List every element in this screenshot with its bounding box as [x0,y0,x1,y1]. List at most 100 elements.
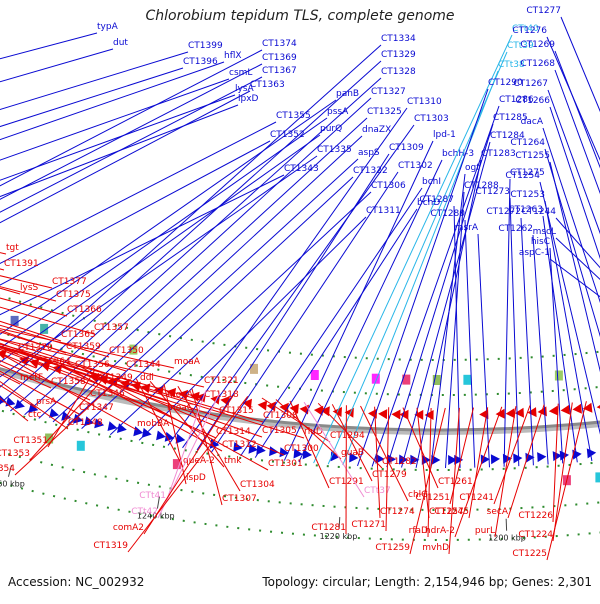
gene-label: CT1366 [67,305,102,315]
gene-leader-line [450,408,474,504]
forward-gene-arrow [117,423,127,433]
ruler-label: 1260 kbp [0,479,25,488]
reverse-gene-arrow [549,406,558,416]
forward-gene-arrow [15,400,25,410]
gene-label: CT1268 [520,59,555,69]
reverse-gene-arrow [300,405,309,415]
gene-label: CT1271 [351,520,386,530]
gene-label: CT1264 [510,138,545,148]
gene-label: CT1325 [367,107,402,117]
gene-label: ctc [28,410,41,420]
gene-leader-line [548,90,600,451]
forward-gene-arrow [5,397,15,407]
gene-label: CT1365 [61,330,96,340]
gene-leader-line [0,190,52,289]
gene-leader-line [0,152,6,254]
gene-label: CT1363 [250,80,285,90]
gene-label: moaA [174,357,201,367]
gene-label: CT1369 [262,53,297,63]
feature-block [555,371,563,381]
gene-label: CTt41 [139,491,166,501]
gene-label: CT1287 [419,195,454,205]
gene-label: CT1280 [430,209,465,219]
gene-leader-line [0,68,183,249]
gene-label: comA2 [113,523,144,533]
gene-label: CT1354 [0,464,15,474]
feature-block [463,375,471,385]
gene-label: CT1303 [414,114,449,124]
gene-label: CT1251 [415,493,450,503]
gene-label: CT1241 [459,493,494,503]
gene-label: CT1281 [311,523,346,533]
reverse-gene-arrow [561,405,570,415]
gene-leader-line [547,37,600,444]
gene-label: dacA [521,117,544,127]
gene-label: CT1319 [93,541,128,551]
gene-label: CT1254 [505,171,540,181]
gene-label: tmk [224,456,242,466]
gene-label: CT1353 [0,449,30,459]
gene-label: CT1327 [371,87,406,97]
gene-label: dut [113,38,128,48]
gene-label: CT1374 [262,39,297,49]
gene-label: CTt42 [131,507,158,517]
gene-label: CT1301 [268,459,303,469]
gene-label: CT1225 [512,549,547,559]
gene-label: CT1273 [475,187,510,197]
gene-leader-line [550,259,600,433]
gene-label: aspS [358,148,380,158]
gene-label: CT1367 [262,66,297,76]
topology-summary: Topology: circular; Length: 2,154,946 bp… [262,575,592,589]
gene-label: hflX [224,51,242,61]
gene-label: CT1267 [513,79,548,89]
gene-leader-line [553,404,558,522]
gene-label: CT1307 [222,494,257,504]
gene-label: CT1253 [510,190,545,200]
gene-label: CT1300 [284,444,319,454]
gene-label: csmL [229,68,252,78]
reverse-gene-arrow [515,408,524,418]
gene-leader-line [387,124,493,467]
gene-label: CT1334 [381,34,416,44]
gene-label: purQ [320,124,342,134]
reverse-gene-arrow [258,401,268,411]
reverse-gene-arrow [378,409,387,419]
gene-label: hdrA-2 [425,526,455,536]
gene-label: CT1226 [518,511,553,521]
gene-label: CT1308 [263,411,298,421]
gene-label: CT1224 [518,530,553,540]
gene-label: CT1357 [94,323,129,333]
gene-leader-line [0,49,113,211]
gene-label: CT1283 [481,149,516,159]
gene-label: mscL [533,227,556,237]
gene-label: CT1377 [52,277,87,287]
gene-label: CT1266 [515,96,550,106]
gene-label: ogt [465,163,480,173]
reverse-gene-arrow [597,401,600,411]
accession-text: Accession: NC_002932 [8,575,144,589]
feature-block [250,364,258,374]
gene-leader-line [510,198,519,466]
gene-label: CT1309 [389,143,424,153]
gene-label: purL [475,526,495,536]
gene-label: aspC-1 [519,248,550,258]
gene-leader-line [284,141,433,461]
gene-label: pssA [327,107,349,117]
gene-label: CT1375 [56,290,91,300]
gene-label: CT1321 [204,376,239,386]
gene-leader-line [375,407,380,518]
gene-label: CT1262 [498,224,533,234]
gene-leader-line [504,179,510,467]
gene-label: CT1259 [375,543,410,553]
feature-block [595,472,600,482]
reverse-gene-arrow [506,408,515,418]
gene-leader-line [455,407,502,537]
gene-leader-line [0,52,188,234]
gene-label: CT1304 [240,480,275,490]
gene-label: msrA [455,223,479,233]
forward-gene-arrow [537,452,546,462]
gene-label: CT1310 [407,97,442,107]
